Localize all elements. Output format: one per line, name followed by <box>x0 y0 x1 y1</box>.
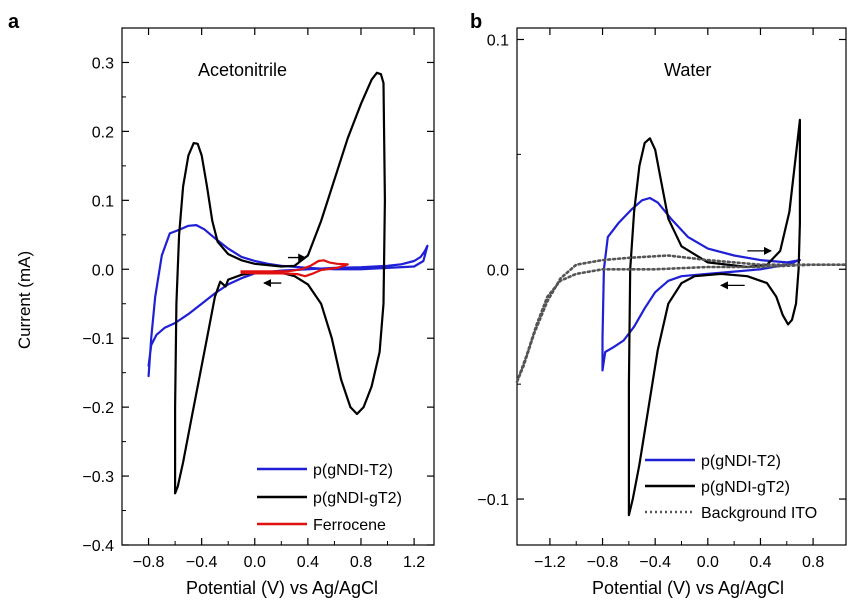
x-tick-label-b-1: −0.8 <box>587 554 619 571</box>
series-line-b-0 <box>601 196 801 372</box>
panel-a-y-axis-label: Current (mA) <box>15 251 34 349</box>
legend-a-label-0: p(gNDI-T2) <box>313 462 393 479</box>
x-tick-label-b-4: 0.4 <box>749 554 771 571</box>
y-tick-label-a-3: −0.1 <box>82 331 114 348</box>
panel-a: a −0.8 −0.4 0.0 0.4 0.8 1.2 −0.4 −0.3 −0.2 −0.1 0.… <box>8 11 435 598</box>
x-tick-label-a-5: 1.2 <box>403 554 425 571</box>
legend-b-label-1: p(gNDI-gT2) <box>701 479 790 496</box>
series-line-a-2 <box>240 259 349 278</box>
x-tick-label-a-2: 0.0 <box>244 554 266 571</box>
panel-a-series <box>147 71 429 495</box>
y-tick-label-b-2: 0.1 <box>487 32 509 49</box>
x-tick-label-b-5: 0.8 <box>802 554 824 571</box>
panel-a-label: a <box>8 11 20 33</box>
series-line-b-2 <box>515 254 848 384</box>
plot-frame-a <box>121 27 435 546</box>
legend-b-label-2: Background ITO <box>701 505 817 522</box>
y-tick-label-a-2: −0.2 <box>82 400 114 417</box>
y-tick-label-a-1: −0.3 <box>82 469 114 486</box>
panel-b-series <box>515 118 848 517</box>
series-line-a-1 <box>174 71 386 495</box>
y-tick-label-b-0: −0.1 <box>477 492 509 509</box>
legend-b-label-0: p(gNDI-T2) <box>701 453 781 470</box>
x-tick-label-b-2: −0.4 <box>639 554 671 571</box>
panel-b-legend: p(gNDI-T2) p(gNDI-gT2) Background ITO <box>645 453 817 522</box>
y-tick-label-a-0: −0.4 <box>82 538 114 555</box>
y-tick-label-a-7: 0.3 <box>92 55 114 72</box>
y-tick-label-b-1: 0.0 <box>487 262 509 279</box>
x-tick-label-b-3: 0.0 <box>697 554 719 571</box>
x-tick-label-b-0: −1.2 <box>534 554 566 571</box>
panel-b: b −1.2 −0.8 −0.4 0.0 0.4 0.8−0.10.00.1 Water … <box>470 11 848 598</box>
panel-a-annotation: Acetonitrile <box>198 60 287 80</box>
panel-b-grid-axes: −1.2 −0.8 −0.4 0.0 0.4 0.8 −0.1 0.0 0.1 <box>477 27 847 571</box>
panel-b-annotation: Water <box>664 60 711 80</box>
series-line-a-0 <box>147 224 429 378</box>
panel-b-x-axis-label: Potential (V) vs Ag/AgCl <box>592 578 784 598</box>
panel-b-label: b <box>470 11 482 33</box>
y-tick-label-a-6: 0.2 <box>92 124 114 141</box>
series-line-b-1 <box>627 118 801 517</box>
x-tick-label-a-4: 0.8 <box>350 554 372 571</box>
panel-a-x-axis-label: Potential (V) vs Ag/AgCl <box>186 578 378 598</box>
y-tick-label-a-5: 0.1 <box>92 193 114 210</box>
x-tick-label-a-0: −0.8 <box>133 554 165 571</box>
panel-a-legend: p(gNDI-T2) p(gNDI-gT2) Ferrocene <box>257 462 402 534</box>
x-tick-label-a-3: 0.4 <box>297 554 319 571</box>
legend-a-label-1: p(gNDI-gT2) <box>313 490 402 507</box>
x-tick-label-a-1: −0.4 <box>186 554 218 571</box>
y-tick-label-a-4: 0.0 <box>92 262 114 279</box>
panel-a-grid-axes: −0.8 −0.4 0.0 0.4 0.8 1.2 −0.4 −0.3 −0.2 −0.1 0.0 0… <box>82 27 435 571</box>
legend-a-label-2: Ferrocene <box>313 517 386 534</box>
